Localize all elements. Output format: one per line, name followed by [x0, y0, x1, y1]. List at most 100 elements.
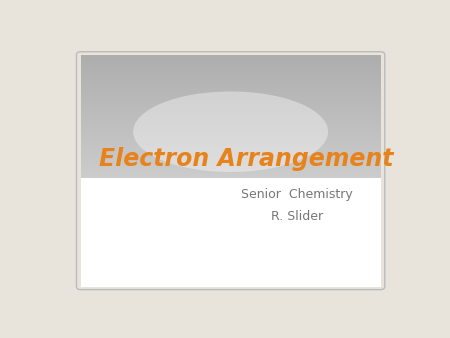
- Bar: [56, 287, 405, 301]
- Bar: [81, 143, 381, 144]
- Bar: [81, 141, 381, 142]
- Bar: [81, 58, 381, 59]
- Bar: [81, 174, 381, 175]
- Bar: [81, 170, 381, 171]
- Bar: [81, 59, 381, 60]
- Bar: [81, 135, 381, 136]
- FancyBboxPatch shape: [79, 54, 387, 292]
- Bar: [81, 151, 381, 152]
- Bar: [81, 172, 381, 173]
- Bar: [81, 132, 381, 133]
- Bar: [81, 79, 381, 80]
- Bar: [81, 111, 381, 112]
- Bar: [381, 41, 405, 301]
- Bar: [81, 88, 381, 89]
- Bar: [81, 138, 381, 139]
- Bar: [81, 60, 381, 61]
- Bar: [81, 86, 381, 87]
- Bar: [81, 64, 381, 65]
- Bar: [81, 176, 381, 177]
- Bar: [81, 71, 381, 72]
- Bar: [81, 68, 381, 69]
- Bar: [81, 100, 381, 101]
- Bar: [81, 62, 381, 63]
- Bar: [81, 99, 381, 100]
- Bar: [81, 157, 381, 158]
- Bar: [81, 107, 381, 108]
- Bar: [81, 166, 381, 167]
- Bar: [81, 128, 381, 129]
- Bar: [81, 77, 381, 78]
- Bar: [81, 154, 381, 155]
- Bar: [81, 106, 381, 107]
- Bar: [81, 102, 381, 103]
- Bar: [81, 56, 381, 57]
- Bar: [81, 91, 381, 92]
- Bar: [81, 119, 381, 120]
- Bar: [81, 169, 381, 170]
- Bar: [81, 85, 381, 86]
- Bar: [81, 96, 381, 97]
- Bar: [81, 130, 381, 131]
- Bar: [81, 92, 381, 93]
- Bar: [81, 105, 381, 106]
- Bar: [81, 116, 381, 117]
- Bar: [81, 109, 381, 110]
- Text: Electron Arrangement: Electron Arrangement: [99, 147, 393, 171]
- Bar: [81, 97, 381, 98]
- Bar: [81, 152, 381, 153]
- Bar: [81, 165, 381, 166]
- Bar: [81, 171, 381, 172]
- Bar: [81, 82, 381, 83]
- Bar: [81, 136, 381, 137]
- Bar: [81, 144, 381, 145]
- Bar: [81, 65, 381, 66]
- Bar: [81, 137, 381, 138]
- Bar: [81, 158, 381, 159]
- Bar: [81, 72, 381, 73]
- Bar: [81, 122, 381, 123]
- Bar: [81, 115, 381, 116]
- Bar: [81, 118, 381, 119]
- Bar: [81, 153, 381, 154]
- Bar: [81, 139, 381, 140]
- Bar: [81, 145, 381, 146]
- Bar: [81, 164, 381, 165]
- Ellipse shape: [133, 92, 328, 172]
- Bar: [81, 81, 381, 82]
- Bar: [81, 73, 381, 74]
- Bar: [81, 129, 381, 130]
- Bar: [81, 69, 381, 70]
- Bar: [81, 178, 381, 179]
- Bar: [81, 87, 381, 88]
- Bar: [81, 98, 381, 99]
- Bar: [81, 110, 381, 111]
- Bar: [81, 103, 381, 104]
- Bar: [81, 95, 381, 96]
- Bar: [81, 146, 381, 147]
- Bar: [81, 120, 381, 121]
- Bar: [81, 178, 381, 287]
- Bar: [81, 131, 381, 132]
- Bar: [81, 123, 381, 124]
- Bar: [81, 83, 381, 84]
- Bar: [81, 163, 381, 164]
- Bar: [81, 93, 381, 94]
- Bar: [81, 55, 381, 56]
- Bar: [81, 179, 381, 287]
- Bar: [81, 66, 381, 67]
- Bar: [56, 41, 81, 301]
- Bar: [81, 108, 381, 109]
- Bar: [81, 117, 381, 118]
- Bar: [81, 121, 381, 122]
- Bar: [81, 140, 381, 141]
- Text: Senior  Chemistry: Senior Chemistry: [241, 188, 352, 201]
- Bar: [81, 150, 381, 151]
- Text: R. Slider: R. Slider: [270, 210, 323, 223]
- Bar: [81, 80, 381, 81]
- Bar: [81, 124, 381, 125]
- Bar: [81, 134, 381, 135]
- Bar: [81, 67, 381, 68]
- Bar: [81, 84, 381, 85]
- Bar: [81, 156, 381, 157]
